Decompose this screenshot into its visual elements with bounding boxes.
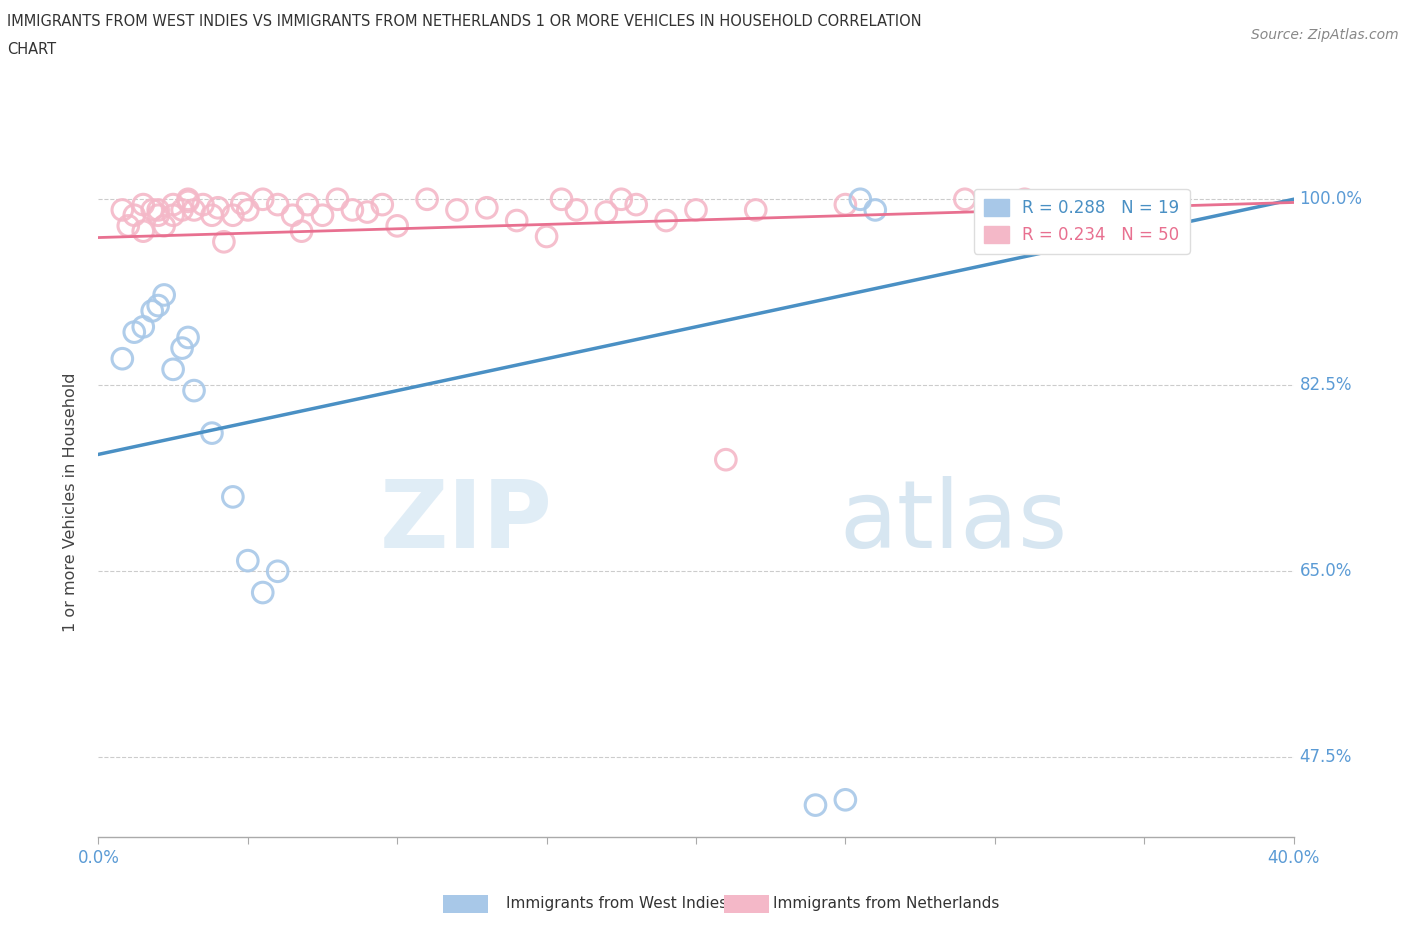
Point xyxy=(212,234,235,249)
Point xyxy=(953,192,976,206)
Point xyxy=(148,207,170,222)
Point xyxy=(267,197,290,212)
Point xyxy=(177,330,200,345)
Point xyxy=(172,203,194,218)
Point xyxy=(172,340,194,355)
Point xyxy=(865,203,887,218)
Point xyxy=(162,197,184,212)
Text: Immigrants from Netherlands: Immigrants from Netherlands xyxy=(773,897,1000,911)
Point xyxy=(714,452,737,467)
Text: 47.5%: 47.5% xyxy=(1299,749,1353,766)
Point xyxy=(222,207,245,222)
Point xyxy=(162,362,184,377)
Point xyxy=(610,192,633,206)
Text: atlas: atlas xyxy=(839,476,1067,568)
Text: ZIP: ZIP xyxy=(380,476,553,568)
Point xyxy=(550,192,572,206)
Point xyxy=(834,197,856,212)
Point xyxy=(177,194,200,209)
Point xyxy=(1014,192,1036,206)
Point xyxy=(141,203,163,218)
Point xyxy=(252,585,274,600)
Point xyxy=(183,203,205,218)
Point xyxy=(153,219,176,233)
Point xyxy=(290,224,312,239)
Text: 65.0%: 65.0% xyxy=(1299,563,1353,580)
Point xyxy=(416,192,439,206)
Point xyxy=(267,564,290,578)
Point xyxy=(297,197,319,212)
Point xyxy=(111,203,134,218)
Point xyxy=(834,792,856,807)
Point xyxy=(207,200,229,215)
Point xyxy=(191,197,214,212)
Point xyxy=(148,203,170,218)
Point xyxy=(117,219,139,233)
Point xyxy=(162,207,184,222)
Point xyxy=(132,319,155,334)
Text: 82.5%: 82.5% xyxy=(1299,377,1353,394)
Point xyxy=(252,192,274,206)
Point xyxy=(124,325,146,339)
Point xyxy=(685,203,707,218)
Point xyxy=(236,553,259,568)
Point xyxy=(356,205,378,219)
Text: 100.0%: 100.0% xyxy=(1299,191,1362,208)
Point xyxy=(804,798,827,813)
Point xyxy=(111,352,134,366)
Point xyxy=(141,303,163,318)
Text: IMMIGRANTS FROM WEST INDIES VS IMMIGRANTS FROM NETHERLANDS 1 OR MORE VEHICLES IN: IMMIGRANTS FROM WEST INDIES VS IMMIGRANT… xyxy=(7,14,922,29)
Point xyxy=(183,383,205,398)
Point xyxy=(506,213,529,228)
Text: Immigrants from West Indies: Immigrants from West Indies xyxy=(506,897,727,911)
Point xyxy=(849,192,872,206)
Point xyxy=(311,207,333,222)
Point xyxy=(745,203,768,218)
Point xyxy=(222,489,245,504)
Text: CHART: CHART xyxy=(7,42,56,57)
Point xyxy=(385,219,409,233)
Point xyxy=(124,207,146,222)
Point xyxy=(132,197,155,212)
Point xyxy=(475,200,498,215)
Point xyxy=(148,299,170,313)
Y-axis label: 1 or more Vehicles in Household: 1 or more Vehicles in Household xyxy=(63,372,77,632)
Point xyxy=(565,203,588,218)
Point xyxy=(536,229,558,244)
Legend: R = 0.288   N = 19, R = 0.234   N = 50: R = 0.288 N = 19, R = 0.234 N = 50 xyxy=(974,189,1189,254)
Point xyxy=(153,287,176,302)
Point xyxy=(132,224,155,239)
Point xyxy=(446,203,468,218)
Point xyxy=(326,192,349,206)
Point xyxy=(595,205,617,219)
Point xyxy=(342,203,364,218)
Point xyxy=(201,207,224,222)
Point xyxy=(201,426,224,441)
Point xyxy=(236,203,259,218)
Point xyxy=(655,213,678,228)
Point xyxy=(177,192,200,206)
Text: Source: ZipAtlas.com: Source: ZipAtlas.com xyxy=(1251,28,1399,42)
Point xyxy=(281,207,304,222)
Point xyxy=(231,196,253,211)
Point xyxy=(371,197,394,212)
Point xyxy=(624,197,647,212)
